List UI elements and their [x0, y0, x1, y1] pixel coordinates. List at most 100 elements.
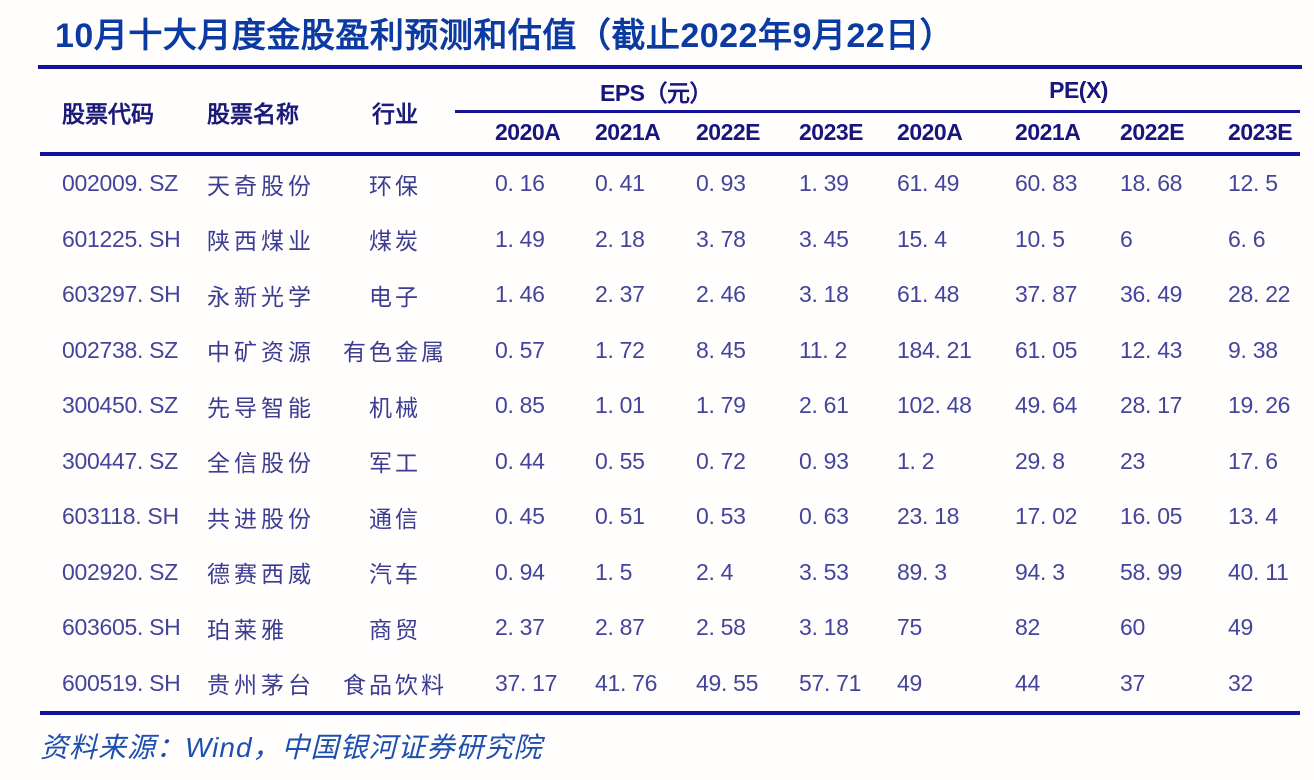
cell-eps-2022e: 49. 55: [696, 669, 759, 696]
cell-eps-2020a: 2. 37: [495, 614, 545, 641]
cell-eps-2022e: 8. 45: [696, 336, 746, 363]
cell-code: 002738. SZ: [62, 336, 178, 363]
cell-pe-2020a: 61. 48: [897, 281, 960, 308]
cell-pe-2022e: 37: [1120, 669, 1146, 696]
cell-eps-2022e: 2. 46: [696, 281, 746, 308]
cell-eps-2021a: 1. 01: [595, 392, 645, 419]
cell-eps-2021a: 41. 76: [595, 669, 658, 696]
cell-pe-2023e: 13. 4: [1228, 503, 1278, 530]
cell-pe-2022e: 60: [1120, 614, 1146, 641]
cell-pe-2021a: 29. 8: [1015, 447, 1065, 474]
cell-eps-2020a: 1. 46: [495, 281, 545, 308]
cell-pe-2020a: 61. 49: [897, 170, 960, 197]
cell-code: 002920. SZ: [62, 558, 178, 585]
cell-name: 中矿资源: [207, 340, 315, 366]
cell-eps-2023e: 3. 18: [799, 614, 849, 641]
cell-pe-2020a: 89. 3: [897, 558, 947, 585]
title-divider: [38, 65, 1302, 69]
cell-eps-2022e: 1. 79: [696, 392, 746, 419]
cell-pe-2022e: 6: [1120, 225, 1133, 252]
cell-name: 永新光学: [207, 284, 315, 310]
table-row: 300450. SZ 先导智能 机械 0. 85 1. 01 1. 79 2. 61 102.…: [40, 378, 1300, 434]
cell-pe-2021a: 61. 05: [1015, 336, 1078, 363]
cell-industry: 汽车: [369, 562, 421, 588]
group-header-eps: EPS（元）: [455, 71, 858, 113]
cell-pe-2021a: 60. 83: [1015, 170, 1078, 197]
col-header-eps-2023e: 2023E: [759, 111, 864, 156]
cell-industry: 电子: [369, 284, 421, 310]
cell-pe-2020a: 1. 2: [897, 447, 935, 474]
table-row: 002738. SZ 中矿资源 有色金属 0. 57 1. 72 8. 45 11. 2 18…: [40, 323, 1300, 379]
table-row: 603118. SH 共进股份 通信 0. 45 0. 51 0. 53 0. 63 23. …: [40, 489, 1300, 545]
cell-name: 贵州茅台: [207, 673, 315, 699]
cell-eps-2023e: 3. 53: [799, 558, 849, 585]
table-row: 002009. SZ 天奇股份 环保 0. 16 0. 41 0. 93 1. 39 61. …: [40, 154, 1300, 212]
cell-pe-2022e: 36. 49: [1120, 281, 1183, 308]
cell-eps-2021a: 0. 51: [595, 503, 645, 530]
cell-industry: 机械: [369, 395, 421, 421]
cell-name: 共进股份: [207, 506, 315, 532]
cell-pe-2023e: 6. 6: [1228, 225, 1266, 252]
cell-pe-2021a: 17. 02: [1015, 503, 1078, 530]
cell-name: 天奇股份: [207, 173, 315, 199]
cell-industry: 食品饮料: [343, 673, 447, 699]
cell-eps-2021a: 2. 37: [595, 281, 645, 308]
cell-pe-2023e: 49: [1228, 614, 1254, 641]
col-header-industry: 行业: [335, 71, 455, 156]
cell-pe-2023e: 40. 11: [1228, 558, 1289, 585]
cell-eps-2023e: 3. 18: [799, 281, 849, 308]
cell-pe-2020a: 102. 48: [897, 392, 972, 419]
cell-industry: 商贸: [369, 617, 421, 643]
col-header-eps-2022e: 2022E: [656, 111, 761, 156]
cell-name: 德赛西威: [207, 562, 315, 588]
cell-pe-2021a: 49. 64: [1015, 392, 1078, 419]
col-header-eps-2020a: 2020A: [455, 111, 561, 156]
table-row: 002920. SZ 德赛西威 汽车 0. 94 1. 5 2. 4 3. 53 89. 3 9…: [40, 545, 1300, 601]
cell-pe-2022e: 58. 99: [1120, 558, 1183, 585]
cell-eps-2023e: 57. 71: [799, 669, 862, 696]
table-row: 600519. SH 贵州茅台 食品饮料 37. 17 41. 76 49. 55 57. …: [40, 656, 1300, 714]
col-header-pe-2021a: 2021A: [975, 111, 1081, 156]
table-header: 股票代码 股票名称 行业 EPS（元） PE(X) 2020A 2021A 20…: [40, 71, 1301, 156]
stock-forecast-table: 股票代码 股票名称 行业 EPS（元） PE(X) 2020A 2021A 20…: [40, 71, 1301, 715]
cell-pe-2020a: 23. 18: [897, 503, 960, 530]
cell-eps-2020a: 37. 17: [495, 669, 558, 696]
col-header-name: 股票名称: [207, 71, 335, 156]
table-row: 603297. SH 永新光学 电子 1. 46 2. 37 2. 46 3. 18 61. …: [40, 267, 1300, 323]
col-header-pe-2020a: 2020A: [857, 111, 976, 156]
cell-eps-2020a: 1. 49: [495, 225, 545, 252]
cell-eps-2021a: 2. 18: [595, 225, 645, 252]
cell-name: 珀莱雅: [207, 617, 288, 643]
col-header-pe-2022e: 2022E: [1080, 111, 1189, 156]
cell-pe-2023e: 19. 26: [1228, 392, 1291, 419]
cell-industry: 通信: [369, 506, 421, 532]
cell-eps-2021a: 1. 72: [595, 336, 645, 363]
cell-pe-2021a: 10. 5: [1015, 225, 1065, 252]
cell-eps-2020a: 0. 85: [495, 392, 545, 419]
cell-name: 先导智能: [207, 395, 315, 421]
cell-pe-2020a: 184. 21: [897, 336, 972, 363]
table-row: 603605. SH 珀莱雅 商贸 2. 37 2. 87 2. 58 3. 18 75 82 6…: [40, 600, 1300, 656]
cell-eps-2020a: 0. 94: [495, 558, 545, 585]
cell-pe-2022e: 23: [1120, 447, 1146, 474]
cell-code: 002009. SZ: [62, 170, 178, 197]
year-header-row: 2020A 2021A 2022E 2023E 2020A 2021A 2022…: [40, 111, 1301, 156]
cell-eps-2022e: 0. 72: [696, 447, 746, 474]
cell-eps-2023e: 2. 61: [799, 392, 849, 419]
group-header-row: 股票代码 股票名称 行业 EPS（元） PE(X): [40, 71, 1301, 156]
cell-eps-2023e: 0. 93: [799, 447, 849, 474]
cell-code: 300450. SZ: [62, 392, 178, 419]
cell-code: 603118. SH: [62, 503, 179, 530]
group-header-pe: PE(X): [857, 71, 1301, 113]
cell-pe-2023e: 28. 22: [1228, 281, 1291, 308]
cell-eps-2020a: 0. 44: [495, 447, 545, 474]
cell-name: 全信股份: [207, 451, 315, 477]
table-row: 601225. SH 陕西煤业 煤炭 1. 49 2. 18 3. 78 3. 45 15. …: [40, 212, 1300, 268]
cell-pe-2023e: 9. 38: [1228, 336, 1278, 363]
cell-eps-2021a: 0. 55: [595, 447, 645, 474]
cell-pe-2022e: 28. 17: [1120, 392, 1183, 419]
cell-pe-2023e: 12. 5: [1228, 170, 1278, 197]
source-note: 资料来源：Wind，中国银河证券研究院: [40, 732, 543, 763]
cell-name: 陕西煤业: [207, 229, 315, 255]
